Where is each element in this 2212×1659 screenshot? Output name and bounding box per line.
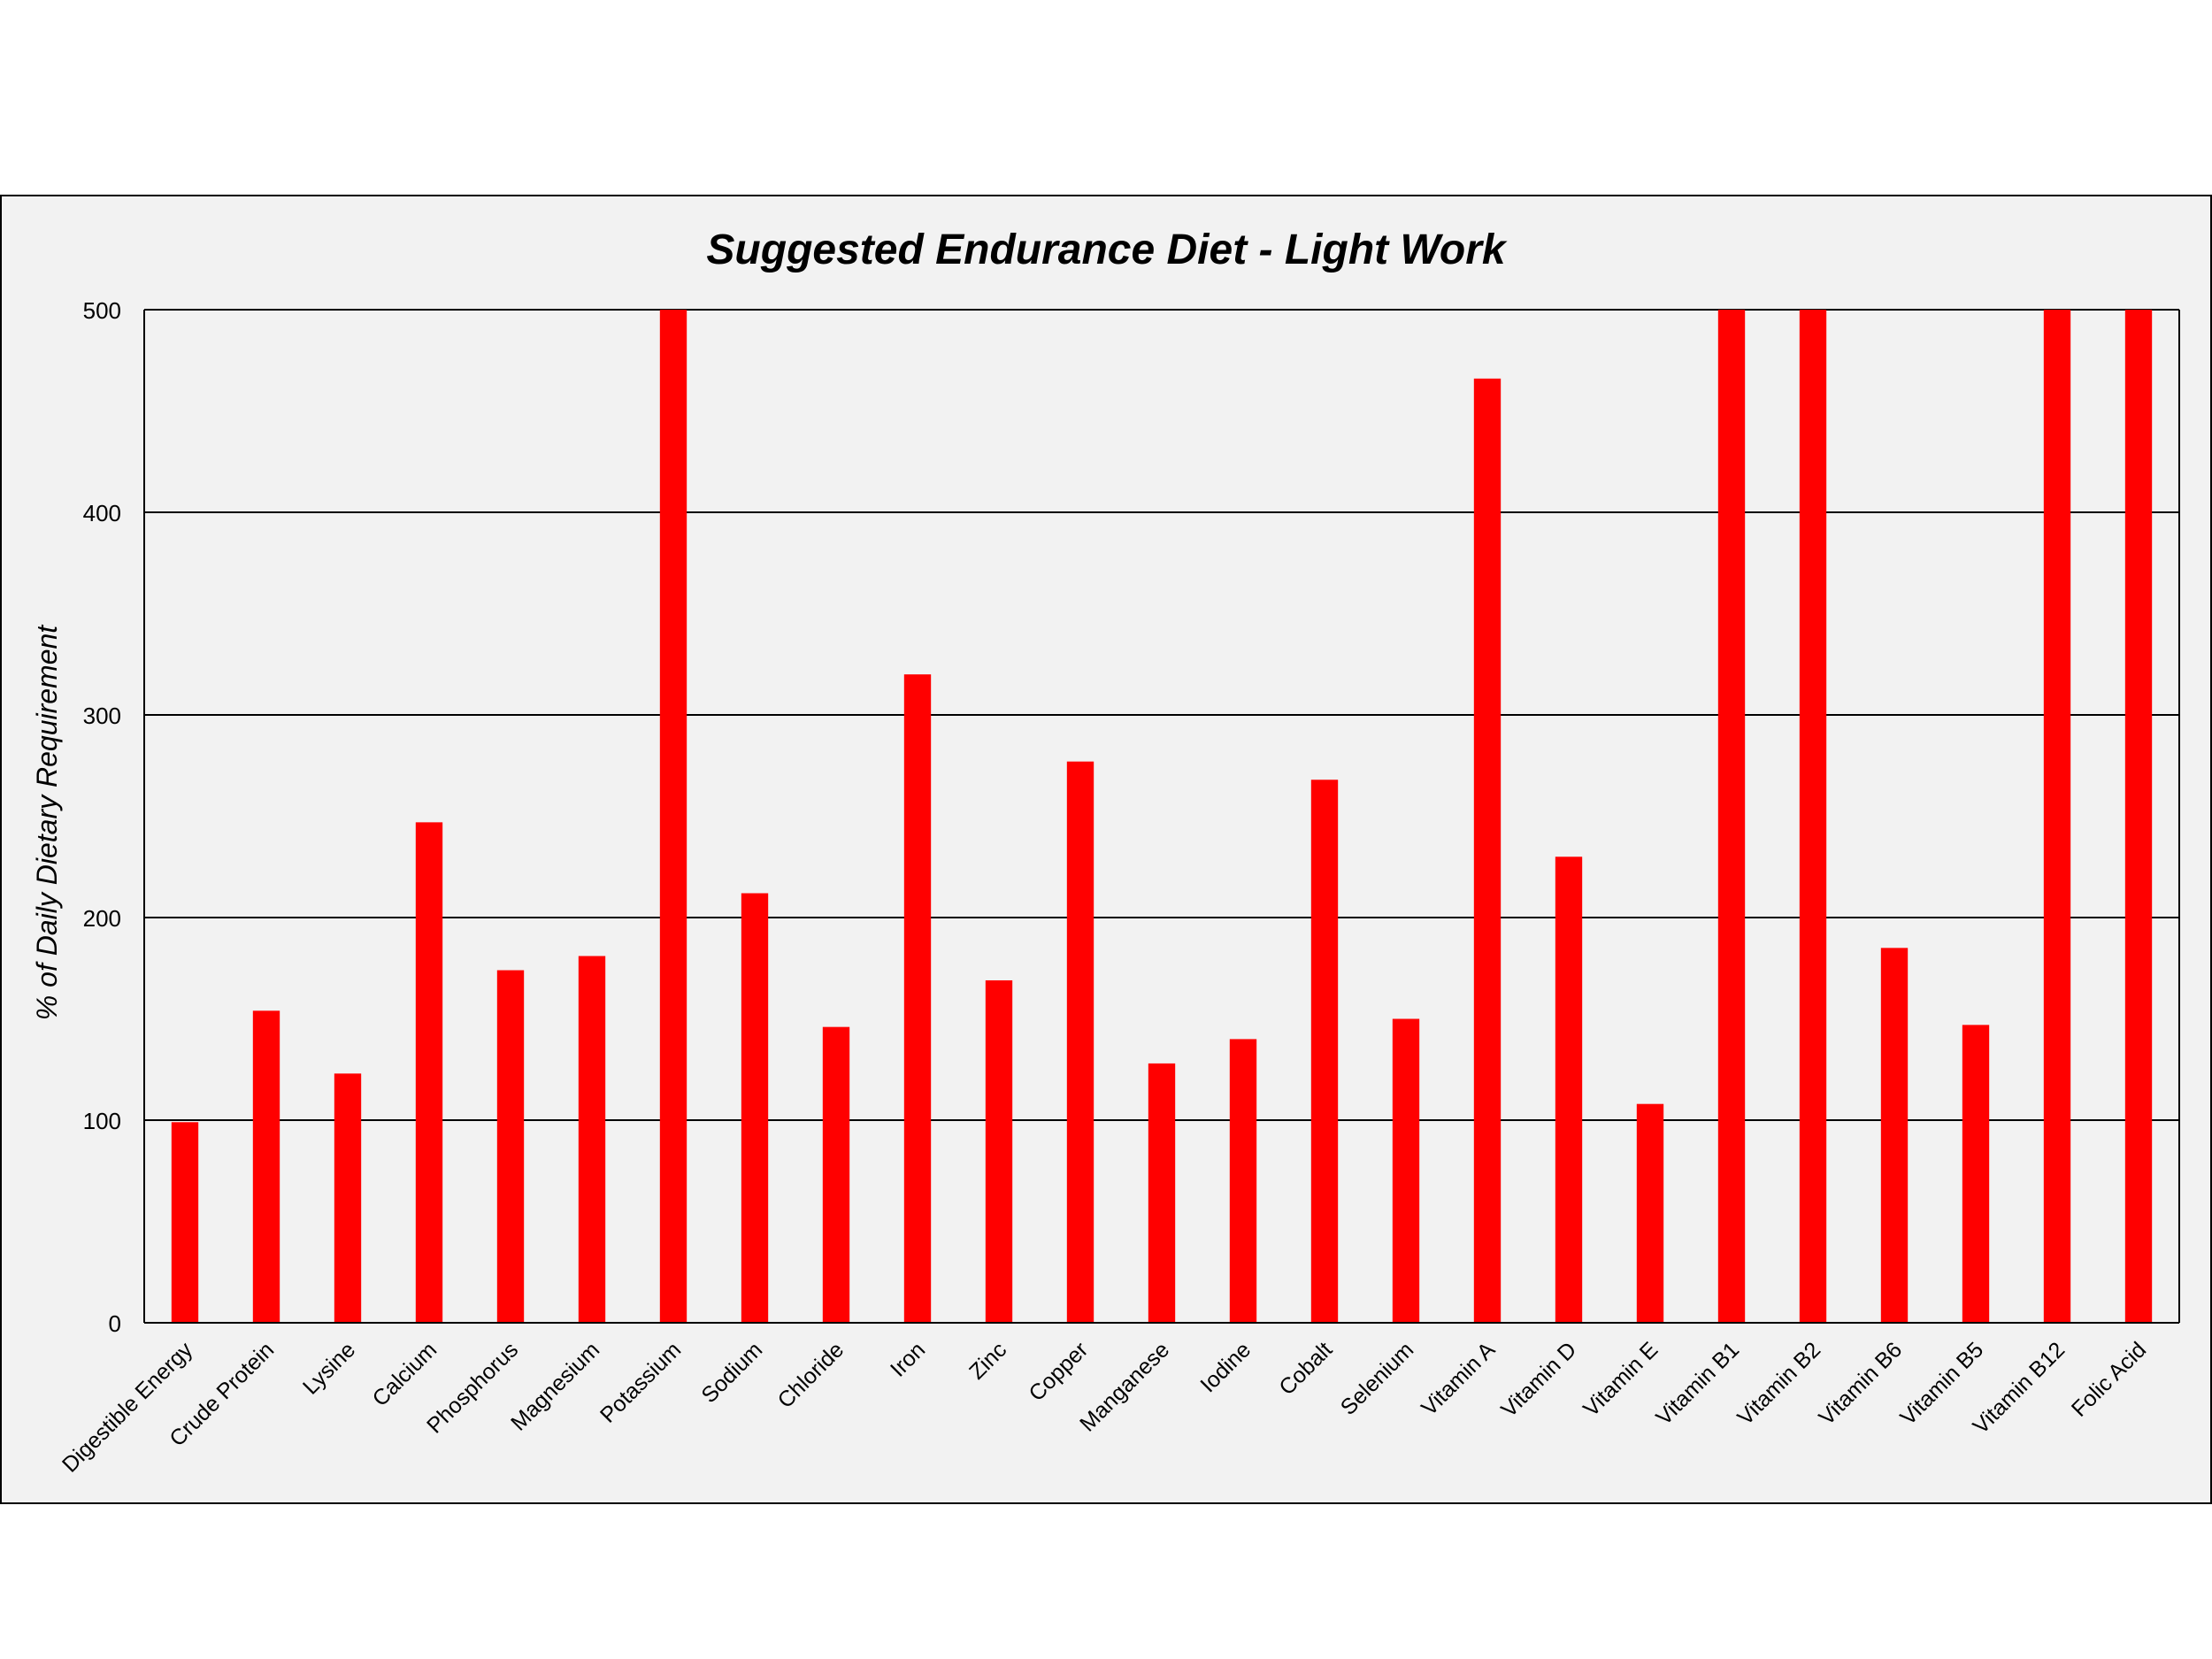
bar [415, 822, 443, 1323]
y-tick-label: 200 [83, 905, 121, 932]
chart-title: Suggested Endurance Diet - Light Work [706, 227, 1507, 273]
bar [1799, 310, 1827, 1323]
bar [1473, 378, 1502, 1323]
y-tick-label: 100 [83, 1108, 121, 1134]
bar [1229, 1039, 1257, 1323]
chart-frame: Suggested Endurance Diet - Light Work % … [0, 195, 2212, 1504]
bar [1717, 310, 1746, 1323]
bar [1555, 856, 1583, 1323]
bar [1310, 780, 1339, 1323]
bar [1636, 1103, 1664, 1323]
bar [985, 979, 1013, 1323]
bar [1392, 1018, 1420, 1323]
bar [334, 1073, 362, 1323]
y-tick-label: 400 [83, 500, 121, 526]
bar [578, 956, 606, 1323]
bar [903, 674, 932, 1323]
gridlines [144, 309, 2179, 1121]
bar [1880, 948, 1909, 1323]
chart-background [0, 195, 2212, 1504]
y-tick-label: 0 [109, 1310, 121, 1337]
y-tick-label: 300 [83, 703, 121, 729]
bar [171, 1122, 199, 1323]
bar [1148, 1063, 1176, 1323]
bar [2043, 310, 2071, 1323]
bar [1962, 1025, 1990, 1323]
bars [171, 310, 2153, 1323]
bar [2124, 310, 2153, 1323]
bar [659, 310, 687, 1323]
y-axis-label: % of Daily Dietary Requirement [31, 625, 63, 1021]
y-tick-labels: 0 100 200 300 400 500 [83, 297, 121, 1337]
axes [143, 310, 2180, 1324]
bar [1066, 761, 1094, 1323]
bar-chart: Suggested Endurance Diet - Light Work % … [0, 195, 2212, 1504]
bar [496, 970, 525, 1323]
bar [252, 1010, 280, 1323]
y-tick-label: 500 [83, 297, 121, 324]
bar [741, 893, 769, 1323]
bar [822, 1026, 850, 1323]
